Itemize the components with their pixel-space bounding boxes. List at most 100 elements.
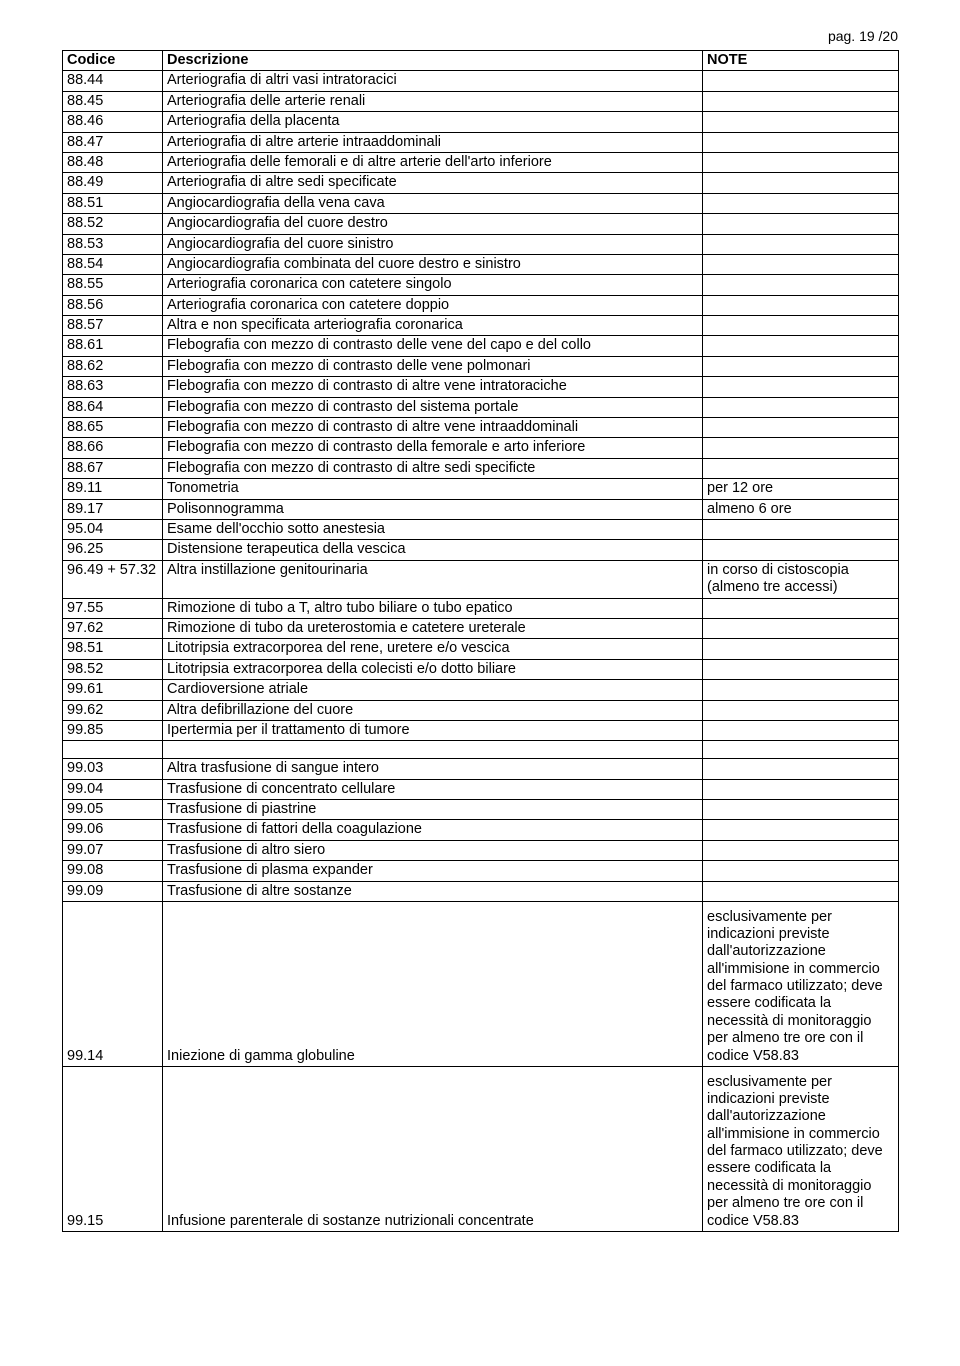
cell-desc: Esame dell'occhio sotto anestesia [163,519,703,539]
cell-note [703,356,899,376]
cell-desc: Arteriografia coronarica con catetere si… [163,275,703,295]
cell-note [703,112,899,132]
cell-desc: Angiocardiografia del cuore destro [163,214,703,234]
cell-code: 99.05 [63,800,163,820]
table-row: 99.07Trasfusione di altro siero [63,840,899,860]
cell-code: 88.65 [63,418,163,438]
cell-desc: Arteriografia di altre arterie intraaddo… [163,132,703,152]
cell-note [703,254,899,274]
table-row: 99.03Altra trasfusione di sangue intero [63,759,899,779]
cell-code: 89.11 [63,479,163,499]
table-row: 88.66Flebografia con mezzo di contrasto … [63,438,899,458]
table-row: 96.49 + 57.32Altra instillazione genitou… [63,560,899,598]
cell-code: 99.07 [63,840,163,860]
cell-desc: Trasfusione di plasma expander [163,861,703,881]
cell-code: 88.66 [63,438,163,458]
cell-note [703,540,899,560]
table-row: 99.08Trasfusione di plasma expander [63,861,899,881]
cell-note [703,295,899,315]
cell-note [703,820,899,840]
table-row: 88.67Flebografia con mezzo di contrasto … [63,458,899,478]
table-row: 88.55Arteriografia coronarica con catete… [63,275,899,295]
table-row: 88.51Angiocardiografia della vena cava [63,193,899,213]
cell-note [703,639,899,659]
table-row: 89.11Tonometriaper 12 ore [63,479,899,499]
cell-note [703,275,899,295]
cell-note [703,861,899,881]
cell-desc: Arteriografia della placenta [163,112,703,132]
cell-desc: Flebografia con mezzo di contrasto di al… [163,458,703,478]
cell-note [703,377,899,397]
cell-note [703,700,899,720]
table-row: 99.04Trasfusione di concentrato cellular… [63,779,899,799]
cell-note [703,800,899,820]
cell-code: 97.55 [63,598,163,618]
cell-code: 96.25 [63,540,163,560]
cell-note [703,71,899,91]
cell-note [703,214,899,234]
col-header-note: NOTE [703,51,899,71]
cell-desc: Trasfusione di altro siero [163,840,703,860]
cell-note: per 12 ore [703,479,899,499]
table-header-row: Codice Descrizione NOTE [63,51,899,71]
table-row: 97.62Rimozione di tubo da ureterostomia … [63,618,899,638]
table-row: 99.14Iniezione di gamma globulineesclusi… [63,902,899,1067]
cell-desc: Flebografia con mezzo di contrasto di al… [163,418,703,438]
cell-desc: Litotripsia extracorporea del rene, uret… [163,639,703,659]
cell-code: 99.08 [63,861,163,881]
cell-note [703,152,899,172]
cell-note [703,234,899,254]
cell-code: 88.67 [63,458,163,478]
cell-code: 99.61 [63,680,163,700]
cell-desc: Angiocardiografia del cuore sinistro [163,234,703,254]
cell-desc: Tonometria [163,479,703,499]
cell-code: 99.09 [63,881,163,901]
table-row: 89.17Polisonnogrammaalmeno 6 ore [63,499,899,519]
cell-code: 99.15 [63,1067,163,1232]
cell-note [703,132,899,152]
cell-note [703,173,899,193]
cell-desc: Arteriografia di altri vasi intratoracic… [163,71,703,91]
cell-note [703,598,899,618]
table-row: 88.53Angiocardiografia del cuore sinistr… [63,234,899,254]
cell-desc: Trasfusione di piastrine [163,800,703,820]
table-row: 88.52Angiocardiografia del cuore destro [63,214,899,234]
cell-note [703,91,899,111]
table-row: 88.54Angiocardiografia combinata del cuo… [63,254,899,274]
table-row: 99.05Trasfusione di piastrine [63,800,899,820]
table-row: 95.04Esame dell'occhio sotto anestesia [63,519,899,539]
cell-desc: Altra e non specificata arteriografia co… [163,316,703,336]
cell-code: 98.52 [63,659,163,679]
cell-desc: Trasfusione di altre sostanze [163,881,703,901]
cell-desc: Iniezione di gamma globuline [163,902,703,1067]
table-row: 97.55Rimozione di tubo a T, altro tubo b… [63,598,899,618]
cell-desc: Polisonnogramma [163,499,703,519]
table-row: 88.56Arteriografia coronarica con catete… [63,295,899,315]
cell-desc: Infusione parenterale di sostanze nutriz… [163,1067,703,1232]
cell-code: 88.51 [63,193,163,213]
cell-note [703,680,899,700]
cell-note [703,438,899,458]
cell-code: 88.52 [63,214,163,234]
table-row: 99.09Trasfusione di altre sostanze [63,881,899,901]
table-row: 88.63Flebografia con mezzo di contrasto … [63,377,899,397]
cell-desc: Angiocardiografia combinata del cuore de… [163,254,703,274]
cell-code: 88.62 [63,356,163,376]
table-row: 88.46Arteriografia della placenta [63,112,899,132]
cell-desc: Flebografia con mezzo di contrasto della… [163,438,703,458]
cell-code: 88.54 [63,254,163,274]
table-row: 99.85Ipertermia per il trattamento di tu… [63,720,899,740]
table-row: 88.65Flebografia con mezzo di contrasto … [63,418,899,438]
cell-desc: Litotripsia extracorporea della colecist… [163,659,703,679]
cell-desc: Altra trasfusione di sangue intero [163,759,703,779]
cell-note [703,519,899,539]
cell-desc: Angiocardiografia della vena cava [163,193,703,213]
table-row: 88.44Arteriografia di altri vasi intrato… [63,71,899,91]
cell-code: 96.49 + 57.32 [63,560,163,598]
blank-cell [703,741,899,759]
col-header-code: Codice [63,51,163,71]
cell-code: 88.55 [63,275,163,295]
cell-desc: Flebografia con mezzo di contrasto delle… [163,336,703,356]
cell-note [703,759,899,779]
cell-code: 99.85 [63,720,163,740]
